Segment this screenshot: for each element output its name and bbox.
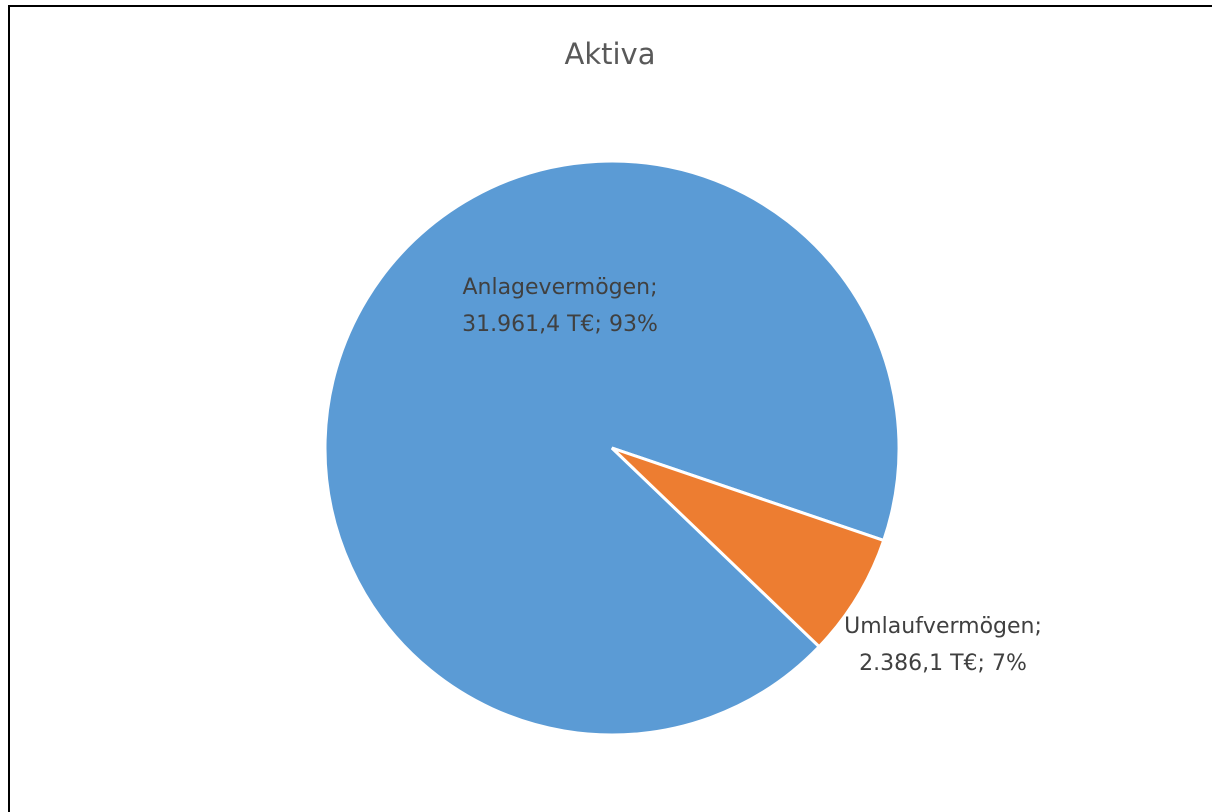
data-label-value: 2.386,1 T€; 7% xyxy=(859,651,1027,676)
data-label-name: Anlagevermögen; xyxy=(462,275,657,300)
chart-title: Aktiva xyxy=(565,37,656,71)
pie-slice xyxy=(610,446,886,649)
data-label-name: Umlaufvermögen; xyxy=(844,614,1042,639)
data-label-value: 31.961,4 T€; 93% xyxy=(462,312,658,337)
